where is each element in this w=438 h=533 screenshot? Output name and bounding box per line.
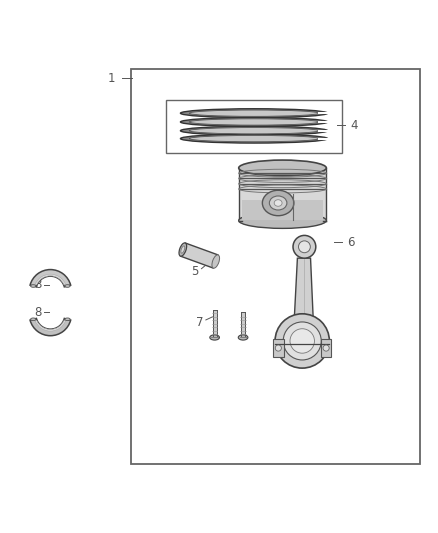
Text: 7: 7 xyxy=(195,316,203,329)
Bar xyxy=(166,100,342,152)
Circle shape xyxy=(323,345,329,351)
Ellipse shape xyxy=(189,127,319,134)
Ellipse shape xyxy=(269,196,287,210)
Ellipse shape xyxy=(189,135,319,142)
Text: 6: 6 xyxy=(346,236,354,249)
Ellipse shape xyxy=(274,200,282,206)
Bar xyxy=(273,340,283,357)
Ellipse shape xyxy=(181,246,185,253)
Wedge shape xyxy=(35,320,66,331)
Ellipse shape xyxy=(210,335,219,340)
Polygon shape xyxy=(180,243,218,268)
Wedge shape xyxy=(30,270,71,287)
Ellipse shape xyxy=(65,285,70,287)
Ellipse shape xyxy=(65,318,70,320)
Bar xyxy=(131,69,420,464)
Wedge shape xyxy=(35,274,66,285)
Circle shape xyxy=(275,314,329,368)
Ellipse shape xyxy=(180,126,328,135)
Ellipse shape xyxy=(189,119,319,125)
Ellipse shape xyxy=(180,117,328,126)
Text: 8: 8 xyxy=(35,306,42,319)
Ellipse shape xyxy=(31,318,36,320)
Ellipse shape xyxy=(31,285,36,287)
Text: 5: 5 xyxy=(191,265,198,278)
Bar xyxy=(213,310,216,336)
Text: 1: 1 xyxy=(108,71,116,85)
Ellipse shape xyxy=(179,243,187,256)
Bar xyxy=(241,312,245,336)
Ellipse shape xyxy=(262,190,294,216)
Ellipse shape xyxy=(212,255,219,268)
Circle shape xyxy=(290,329,314,353)
Ellipse shape xyxy=(239,160,326,176)
Circle shape xyxy=(298,241,311,253)
Bar xyxy=(242,200,323,220)
Circle shape xyxy=(275,345,281,351)
Wedge shape xyxy=(30,318,71,336)
Text: 4: 4 xyxy=(350,119,358,132)
Text: 8: 8 xyxy=(35,278,42,292)
Bar xyxy=(239,168,326,221)
Ellipse shape xyxy=(189,110,319,116)
Circle shape xyxy=(283,322,321,360)
Circle shape xyxy=(293,236,316,258)
Bar xyxy=(321,340,332,357)
Polygon shape xyxy=(294,258,313,318)
Ellipse shape xyxy=(239,213,326,229)
Ellipse shape xyxy=(180,109,328,118)
Ellipse shape xyxy=(238,335,248,340)
Ellipse shape xyxy=(180,134,328,143)
